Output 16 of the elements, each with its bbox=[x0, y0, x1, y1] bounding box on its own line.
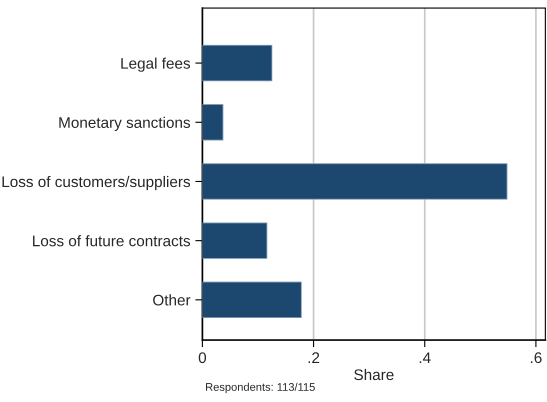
x-tick-label: 0 bbox=[198, 352, 206, 364]
text: Respondents: 113/115 bbox=[206, 382, 315, 394]
bar bbox=[202, 222, 268, 259]
x-tick-label: .6 bbox=[530, 352, 542, 364]
bar bbox=[202, 104, 224, 140]
y-tick-label: Legal fees bbox=[121, 58, 190, 72]
y-tick-label: Loss of customers/suppliers bbox=[2, 176, 190, 190]
x-axis-title: Share bbox=[354, 368, 394, 380]
bar bbox=[202, 44, 272, 82]
x-tick-label: .4 bbox=[420, 352, 431, 363]
y-tick-label: Other bbox=[153, 294, 190, 306]
bar bbox=[202, 282, 302, 318]
bar bbox=[202, 163, 508, 200]
y-tick-label: Loss of future contracts bbox=[33, 235, 190, 246]
y-tick-label: Monetary sanctions bbox=[59, 116, 190, 131]
x-tick-label: .2 bbox=[308, 352, 320, 363]
